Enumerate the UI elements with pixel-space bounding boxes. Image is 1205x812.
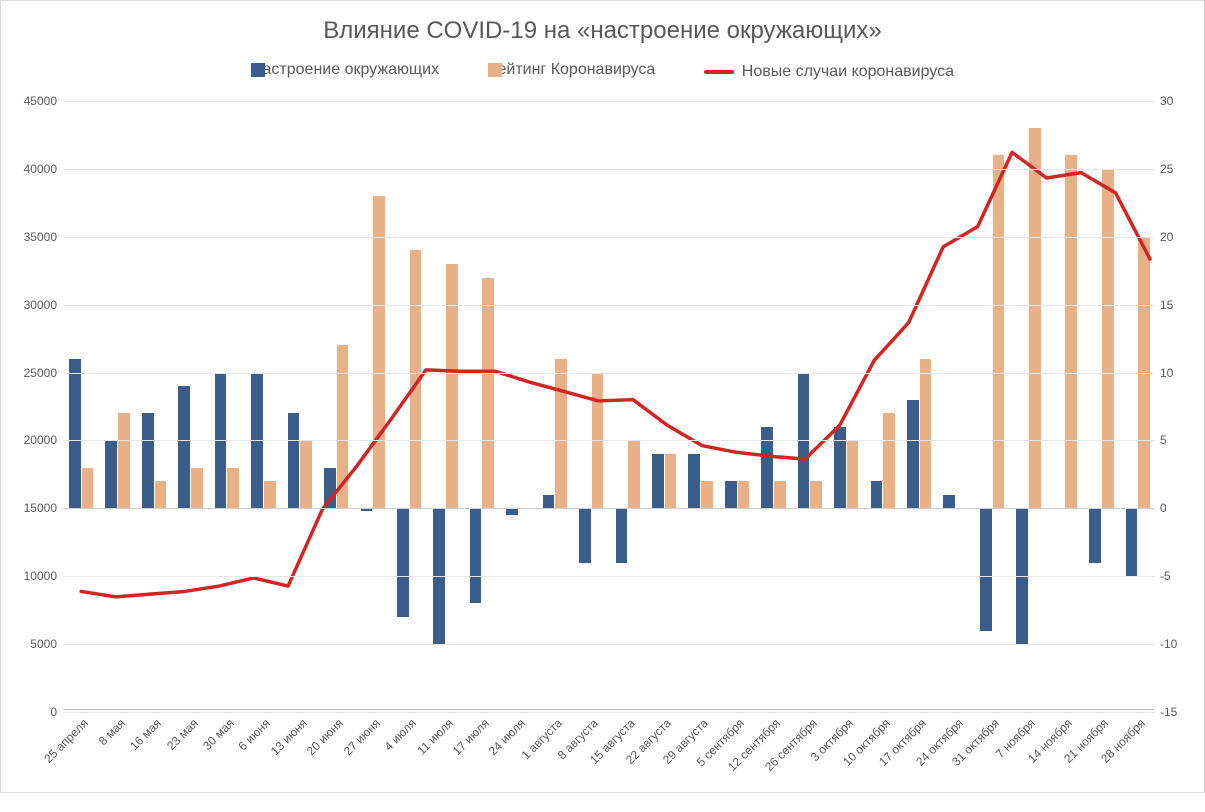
legend-label-bar1: Настроение окружающих <box>251 61 439 79</box>
legend-swatch-bar1 <box>251 63 265 77</box>
gridline <box>63 169 1154 170</box>
y-left-tick-label: 0 <box>11 705 57 719</box>
y-right-tick-label: -15 <box>1160 705 1194 719</box>
gridline <box>63 576 1154 577</box>
y-right-tick-label: -5 <box>1160 569 1194 583</box>
y-right-tick-label: 20 <box>1160 230 1194 244</box>
y-left-tick-label: 5000 <box>11 637 57 651</box>
y-left-tick-label: 20000 <box>11 433 57 447</box>
line-series <box>81 152 1150 597</box>
y-right-tick-label: -10 <box>1160 637 1194 651</box>
y-right-tick-label: 30 <box>1160 94 1194 108</box>
gridline <box>63 644 1154 645</box>
y-left-tick-label: 30000 <box>11 298 57 312</box>
legend-swatch-bar2 <box>488 63 502 77</box>
chart-container: Влияние COVID-19 на «настроение окружающ… <box>0 0 1205 793</box>
gridline <box>63 305 1154 306</box>
zero-line <box>63 508 1154 509</box>
y-left-tick-label: 25000 <box>11 366 57 380</box>
y-right-tick-label: 25 <box>1160 162 1194 176</box>
legend-label-bar2: Рейтинг Коронавируса <box>488 61 656 79</box>
plot-area: 0500010000150002000025000300003500040000… <box>63 101 1154 710</box>
legend: Настроение окружающих Рейтинг Коронавиру… <box>1 61 1204 81</box>
gridline <box>63 440 1154 441</box>
y-left-tick-label: 10000 <box>11 569 57 583</box>
legend-swatch-line <box>704 70 734 74</box>
line-layer <box>63 101 1154 709</box>
legend-item-bar1: Настроение окружающих <box>251 61 439 79</box>
gridline <box>63 373 1154 374</box>
y-right-tick-label: 0 <box>1160 501 1194 515</box>
y-right-tick-label: 10 <box>1160 366 1194 380</box>
gridline <box>63 237 1154 238</box>
y-left-tick-label: 15000 <box>11 501 57 515</box>
gridline <box>63 101 1154 102</box>
y-left-tick-label: 45000 <box>11 94 57 108</box>
y-left-tick-label: 40000 <box>11 162 57 176</box>
legend-item-bar2: Рейтинг Коронавируса <box>488 61 656 79</box>
chart-title: Влияние COVID-19 на «настроение окружающ… <box>1 17 1204 45</box>
legend-label-line: Новые случаи коронавируса <box>742 63 954 81</box>
legend-item-line: Новые случаи коронавируса <box>704 63 954 81</box>
y-right-tick-label: 15 <box>1160 298 1194 312</box>
x-axis-labels: 25 апреля8 мая16 мая23 мая30 мая6 июня13… <box>63 710 1154 792</box>
y-left-tick-label: 35000 <box>11 230 57 244</box>
y-right-tick-label: 5 <box>1160 433 1194 447</box>
